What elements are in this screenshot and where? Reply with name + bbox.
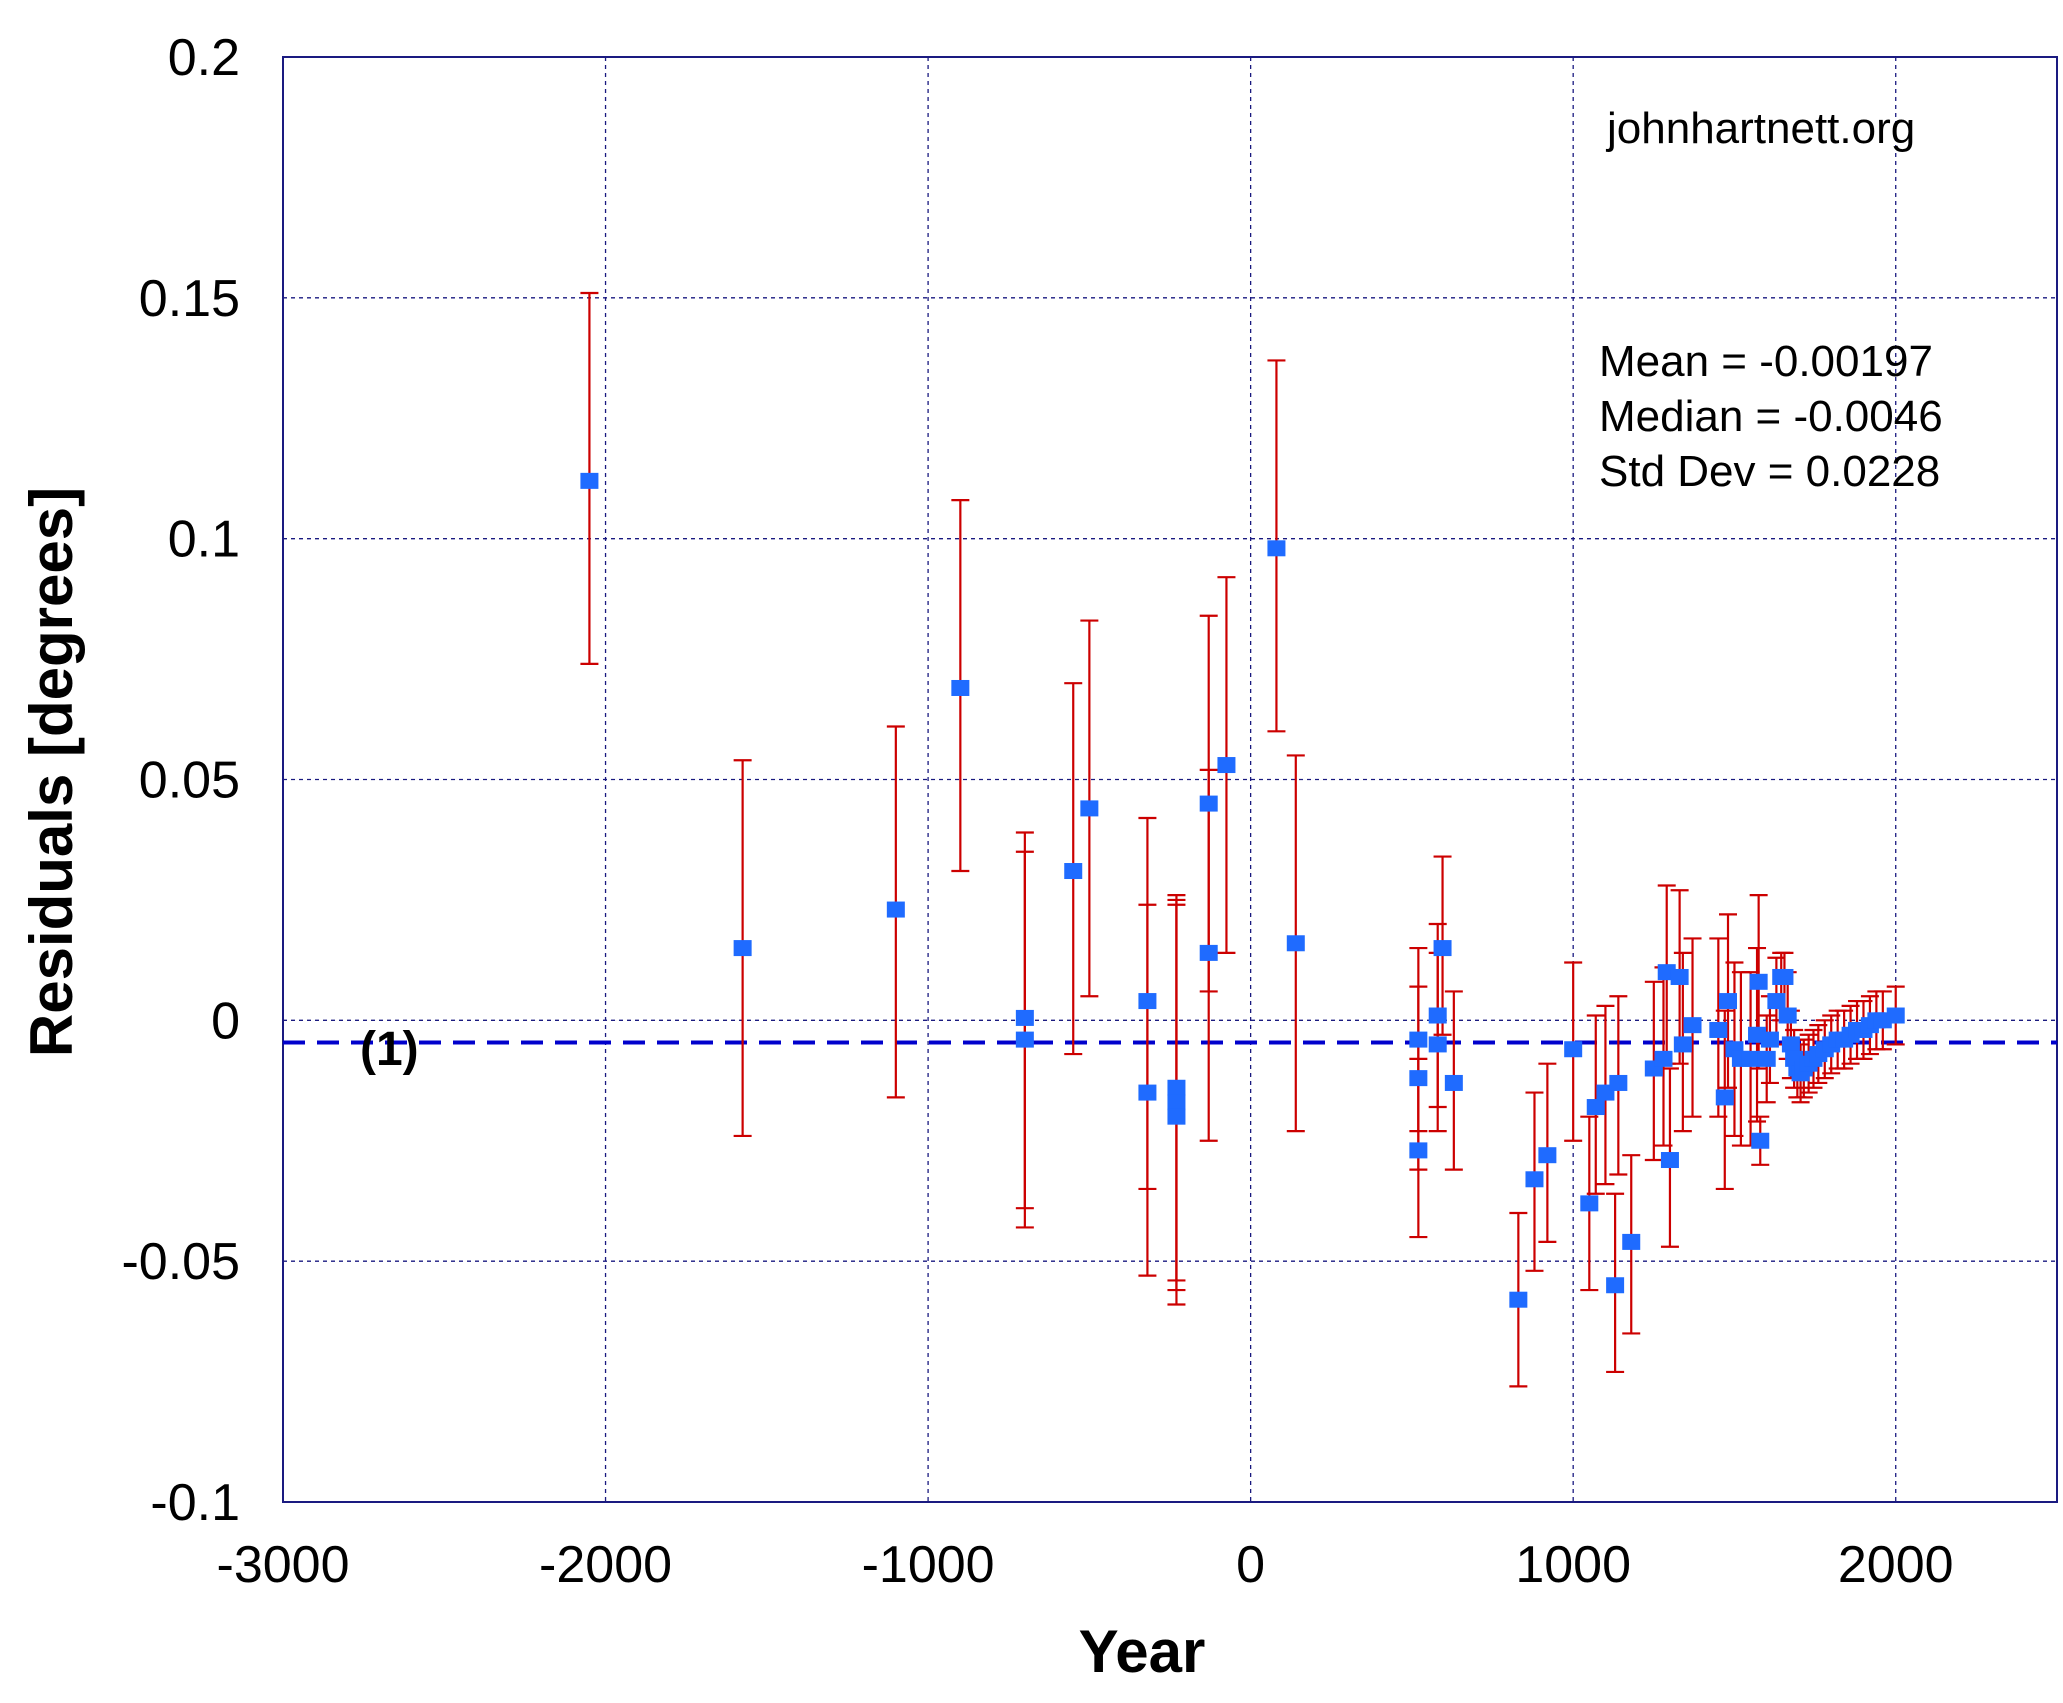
data-point xyxy=(1199,795,1218,812)
x-tick-label: 2000 xyxy=(1838,1536,1954,1594)
data-point xyxy=(1886,1007,1905,1024)
data-point xyxy=(1080,800,1099,817)
data-point xyxy=(1538,1147,1557,1164)
data-point xyxy=(1015,1031,1034,1048)
y-tick-label: -0.1 xyxy=(150,1474,240,1532)
data-point xyxy=(1167,1079,1186,1096)
data-point xyxy=(1267,540,1286,557)
data-point xyxy=(1683,1017,1702,1034)
data-point xyxy=(1670,968,1689,985)
x-tick-labels: -3000 -2000 -1000 0 1000 2000 xyxy=(217,1536,1954,1594)
data-point xyxy=(1444,1074,1463,1091)
data-point xyxy=(1064,863,1083,880)
data-point xyxy=(1741,1050,1760,1067)
data-point xyxy=(1525,1171,1544,1188)
x-tick-label: -3000 xyxy=(217,1536,350,1594)
data-point xyxy=(1609,1074,1628,1091)
data-point xyxy=(733,940,752,957)
y-tick-label: 0.15 xyxy=(139,270,240,328)
data-point xyxy=(1286,935,1305,952)
y-axis-title: Residuals [degrees] xyxy=(18,487,85,1057)
data-point xyxy=(1781,1036,1800,1053)
plot-frame xyxy=(282,56,2058,1503)
data-point xyxy=(1564,1041,1583,1058)
data-point xyxy=(1015,1009,1034,1026)
data-point xyxy=(1138,993,1157,1010)
data-markers xyxy=(580,472,1905,1308)
x-tick-label: 0 xyxy=(1236,1536,1265,1594)
data-point xyxy=(1199,944,1218,961)
data-point xyxy=(951,679,970,696)
data-point xyxy=(1428,1007,1447,1024)
data-point xyxy=(1217,757,1236,774)
data-point xyxy=(1749,973,1768,990)
data-point xyxy=(1709,1021,1728,1038)
data-point xyxy=(1586,1099,1605,1116)
y-tick-label: 0.05 xyxy=(139,752,240,810)
data-point xyxy=(1767,993,1786,1010)
data-point xyxy=(1622,1233,1641,1250)
y-tick-label: 0.1 xyxy=(168,511,240,569)
data-point xyxy=(1409,1031,1428,1048)
data-point xyxy=(1775,968,1794,985)
data-point xyxy=(1409,1070,1428,1087)
x-axis-title: Year xyxy=(1079,1618,1206,1685)
data-point xyxy=(1167,1094,1186,1111)
data-point xyxy=(886,901,905,918)
data-point xyxy=(1778,1007,1797,1024)
y-tick-label: 0 xyxy=(211,992,240,1050)
data-point xyxy=(1673,1036,1692,1053)
data-point xyxy=(1719,993,1738,1010)
data-point xyxy=(1751,1132,1770,1149)
x-tick-label: -2000 xyxy=(539,1536,672,1594)
grid-lines xyxy=(283,57,2057,1502)
reference-line-label: (1) xyxy=(360,1023,419,1076)
data-point xyxy=(1757,1050,1776,1067)
data-point xyxy=(1760,1031,1779,1048)
data-point xyxy=(1715,1089,1734,1106)
data-point xyxy=(1580,1195,1599,1212)
y-tick-labels: -0.1 -0.05 0 0.05 0.1 0.15 0.2 xyxy=(121,29,240,1532)
x-tick-label: 1000 xyxy=(1515,1536,1631,1594)
x-tick-label: -1000 xyxy=(862,1536,995,1594)
data-point xyxy=(1138,1084,1157,1101)
data-point xyxy=(1409,1142,1428,1159)
watermark: johnhartnett.org xyxy=(1605,104,1915,153)
y-tick-label: 0.2 xyxy=(168,29,240,87)
data-point xyxy=(1654,1050,1673,1067)
y-tick-label: -0.05 xyxy=(121,1233,240,1291)
stat-mean: Mean = -0.00197 xyxy=(1599,337,1933,386)
data-point xyxy=(1433,940,1452,957)
data-point xyxy=(580,472,599,489)
plot-border xyxy=(282,56,2058,1503)
stat-median: Median = -0.0046 xyxy=(1599,392,1943,441)
data-point xyxy=(1660,1152,1679,1169)
data-point xyxy=(1606,1277,1625,1294)
data-point xyxy=(1428,1036,1447,1053)
stat-stddev: Std Dev = 0.0228 xyxy=(1599,447,1940,496)
data-point xyxy=(1509,1291,1528,1308)
data-point xyxy=(1167,1108,1186,1125)
